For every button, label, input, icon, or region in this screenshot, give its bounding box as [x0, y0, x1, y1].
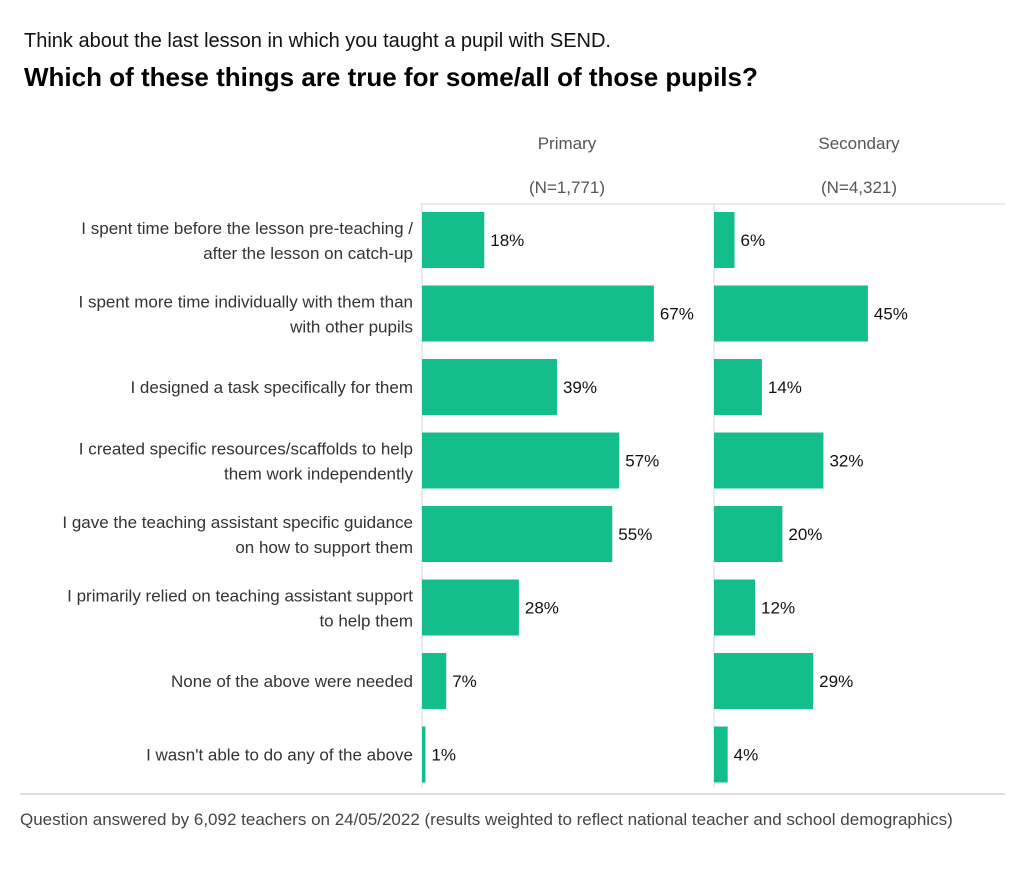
bar-primary — [422, 359, 557, 415]
bar-primary — [422, 506, 613, 562]
data-label-primary: 57% — [625, 452, 659, 471]
data-label-secondary: 12% — [761, 599, 795, 618]
bar-primary — [422, 653, 447, 709]
category-label-line: to help them — [319, 612, 413, 631]
data-label-primary: 18% — [490, 231, 524, 250]
category-label-line: I spent more time individually with them… — [79, 293, 414, 312]
data-label-primary: 1% — [431, 746, 456, 765]
data-label-secondary: 45% — [874, 305, 908, 324]
bar-primary — [422, 432, 620, 489]
bar-primary — [422, 579, 519, 636]
category-label: I spent more time individually with them… — [79, 293, 414, 337]
chart-subtitle: Think about the last lesson in which you… — [24, 30, 611, 52]
data-label-secondary: 32% — [829, 452, 863, 471]
data-label-primary: 55% — [618, 525, 652, 544]
data-label-secondary: 14% — [768, 378, 802, 397]
data-label-primary: 39% — [563, 378, 597, 397]
data-label-primary: 67% — [660, 305, 694, 324]
category-label: I spent time before the lesson pre-teach… — [81, 219, 413, 263]
bar-primary — [422, 212, 485, 268]
bar-secondary — [714, 653, 814, 709]
chart-title: Which of these things are true for some/… — [24, 62, 758, 92]
column-header-primary: Primary — [538, 134, 597, 153]
column-header-secondary: Secondary — [818, 134, 900, 153]
category-label: I primarily relied on teaching assistant… — [67, 587, 413, 631]
category-label-line: on how to support them — [235, 538, 413, 557]
category-label-line: I spent time before the lesson pre-teach… — [81, 219, 413, 238]
category-label-line: them work independently — [224, 465, 414, 484]
bar-secondary — [714, 726, 728, 783]
bar-secondary — [714, 212, 735, 268]
column-n-label-primary: (N=1,771) — [529, 178, 605, 197]
data-label-secondary: 29% — [819, 672, 853, 691]
category-label-line: I primarily relied on teaching assistant… — [67, 587, 413, 606]
column-n-label-secondary: (N=4,321) — [821, 178, 897, 197]
category-label-line: I created specific resources/scaffolds t… — [79, 440, 413, 459]
bar-secondary — [714, 432, 824, 489]
category-label: I wasn't able to do any of the above — [146, 746, 413, 765]
category-label-line: after the lesson on catch-up — [203, 244, 413, 263]
bar-secondary — [714, 579, 756, 636]
footer-note: Question answered by 6,092 teachers on 2… — [20, 810, 953, 829]
category-label-line: I gave the teaching assistant specific g… — [62, 513, 413, 532]
bar-primary — [422, 285, 654, 342]
category-label: None of the above were needed — [171, 672, 413, 691]
data-label-primary: 7% — [452, 672, 477, 691]
data-label-secondary: 20% — [788, 525, 822, 544]
category-label: I created specific resources/scaffolds t… — [79, 440, 414, 484]
category-label-line: with other pupils — [289, 318, 413, 337]
bar-secondary — [714, 359, 762, 415]
data-label-primary: 28% — [525, 599, 559, 618]
category-label: I gave the teaching assistant specific g… — [62, 513, 413, 557]
bar-primary — [422, 726, 426, 783]
category-label: I designed a task specifically for them — [130, 378, 413, 397]
bar-secondary — [714, 506, 783, 562]
data-label-secondary: 4% — [734, 746, 759, 765]
data-label-secondary: 6% — [741, 231, 766, 250]
bar-secondary — [714, 285, 868, 342]
